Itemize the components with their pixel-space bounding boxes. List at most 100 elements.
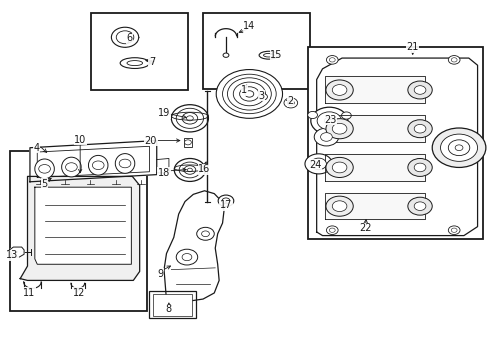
Circle shape: [176, 249, 197, 265]
Circle shape: [111, 27, 139, 47]
Text: 8: 8: [165, 304, 172, 314]
Circle shape: [447, 226, 459, 234]
Circle shape: [341, 112, 350, 119]
Text: 4: 4: [33, 143, 39, 153]
Text: 9: 9: [157, 269, 163, 279]
Text: 6: 6: [126, 33, 133, 43]
Text: 16: 16: [198, 164, 210, 174]
Text: 7: 7: [148, 57, 155, 67]
Polygon shape: [325, 115, 424, 142]
Polygon shape: [157, 158, 168, 173]
Circle shape: [179, 162, 200, 178]
Bar: [10, 151, 147, 311]
Circle shape: [331, 123, 346, 134]
Text: 20: 20: [144, 136, 157, 145]
Circle shape: [447, 55, 459, 64]
Circle shape: [258, 94, 267, 100]
Polygon shape: [9, 247, 24, 257]
Bar: [183, 138, 192, 147]
Circle shape: [450, 58, 456, 62]
Circle shape: [223, 53, 228, 57]
Circle shape: [174, 158, 205, 181]
Text: 2: 2: [287, 96, 293, 106]
Circle shape: [325, 157, 352, 177]
Circle shape: [183, 166, 195, 174]
Ellipse shape: [127, 60, 142, 66]
Ellipse shape: [120, 58, 149, 68]
Circle shape: [324, 117, 333, 125]
Circle shape: [201, 231, 209, 237]
Bar: [203, 13, 310, 89]
Circle shape: [218, 195, 233, 207]
Bar: [153, 294, 191, 316]
Circle shape: [39, 165, 50, 173]
Circle shape: [407, 120, 431, 138]
Circle shape: [431, 128, 485, 167]
Circle shape: [407, 81, 431, 99]
Text: 22: 22: [359, 224, 371, 233]
Text: 13: 13: [6, 250, 19, 260]
Circle shape: [407, 197, 431, 215]
Circle shape: [116, 31, 134, 44]
Circle shape: [186, 116, 193, 121]
Circle shape: [171, 105, 208, 132]
Circle shape: [413, 125, 425, 133]
Polygon shape: [325, 76, 424, 103]
Circle shape: [440, 134, 477, 161]
Circle shape: [222, 198, 229, 204]
Circle shape: [413, 86, 425, 94]
Text: 18: 18: [158, 168, 170, 178]
Circle shape: [307, 111, 317, 118]
Circle shape: [65, 163, 77, 171]
Circle shape: [196, 227, 214, 240]
Circle shape: [329, 58, 334, 62]
Text: 17: 17: [219, 200, 232, 210]
Circle shape: [227, 78, 271, 110]
Text: 10: 10: [74, 135, 86, 145]
Ellipse shape: [115, 154, 135, 173]
Text: 14: 14: [243, 21, 255, 31]
Text: 5: 5: [41, 179, 48, 189]
Ellipse shape: [61, 157, 81, 177]
Circle shape: [287, 100, 294, 105]
Ellipse shape: [259, 51, 278, 59]
Circle shape: [182, 113, 197, 124]
Circle shape: [320, 133, 331, 141]
Bar: [91, 13, 188, 90]
Circle shape: [239, 87, 259, 101]
Polygon shape: [35, 187, 131, 264]
Circle shape: [187, 168, 192, 172]
Circle shape: [92, 161, 104, 170]
Polygon shape: [30, 140, 157, 182]
Circle shape: [305, 154, 331, 174]
Circle shape: [216, 69, 282, 118]
Circle shape: [413, 163, 425, 172]
Circle shape: [454, 145, 462, 150]
Text: 19: 19: [158, 108, 170, 118]
Polygon shape: [316, 58, 477, 235]
Text: 11: 11: [23, 288, 35, 298]
Circle shape: [326, 55, 337, 64]
Circle shape: [182, 253, 191, 261]
Text: 12: 12: [72, 288, 85, 298]
Circle shape: [244, 91, 253, 97]
Circle shape: [331, 201, 346, 212]
Circle shape: [450, 228, 456, 232]
Circle shape: [310, 107, 347, 134]
Text: 21: 21: [406, 42, 418, 52]
Circle shape: [310, 158, 326, 170]
Circle shape: [176, 108, 203, 129]
Polygon shape: [325, 154, 424, 181]
Bar: [149, 291, 195, 318]
Circle shape: [119, 159, 131, 168]
Circle shape: [325, 196, 352, 216]
Polygon shape: [23, 282, 41, 288]
Polygon shape: [20, 176, 140, 280]
Circle shape: [222, 74, 276, 114]
Bar: [307, 47, 483, 239]
Circle shape: [447, 140, 469, 156]
Circle shape: [184, 140, 191, 145]
Text: 23: 23: [324, 115, 336, 125]
Circle shape: [329, 228, 334, 232]
Circle shape: [331, 162, 346, 173]
